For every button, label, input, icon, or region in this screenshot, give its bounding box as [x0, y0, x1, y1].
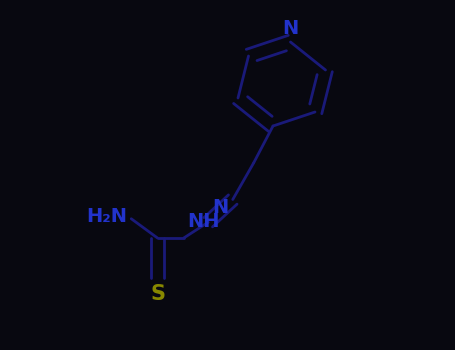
Text: N: N: [212, 198, 228, 217]
Text: H₂N: H₂N: [87, 208, 128, 226]
Text: N: N: [283, 20, 298, 38]
Text: NH: NH: [187, 212, 220, 231]
Text: S: S: [150, 284, 165, 303]
